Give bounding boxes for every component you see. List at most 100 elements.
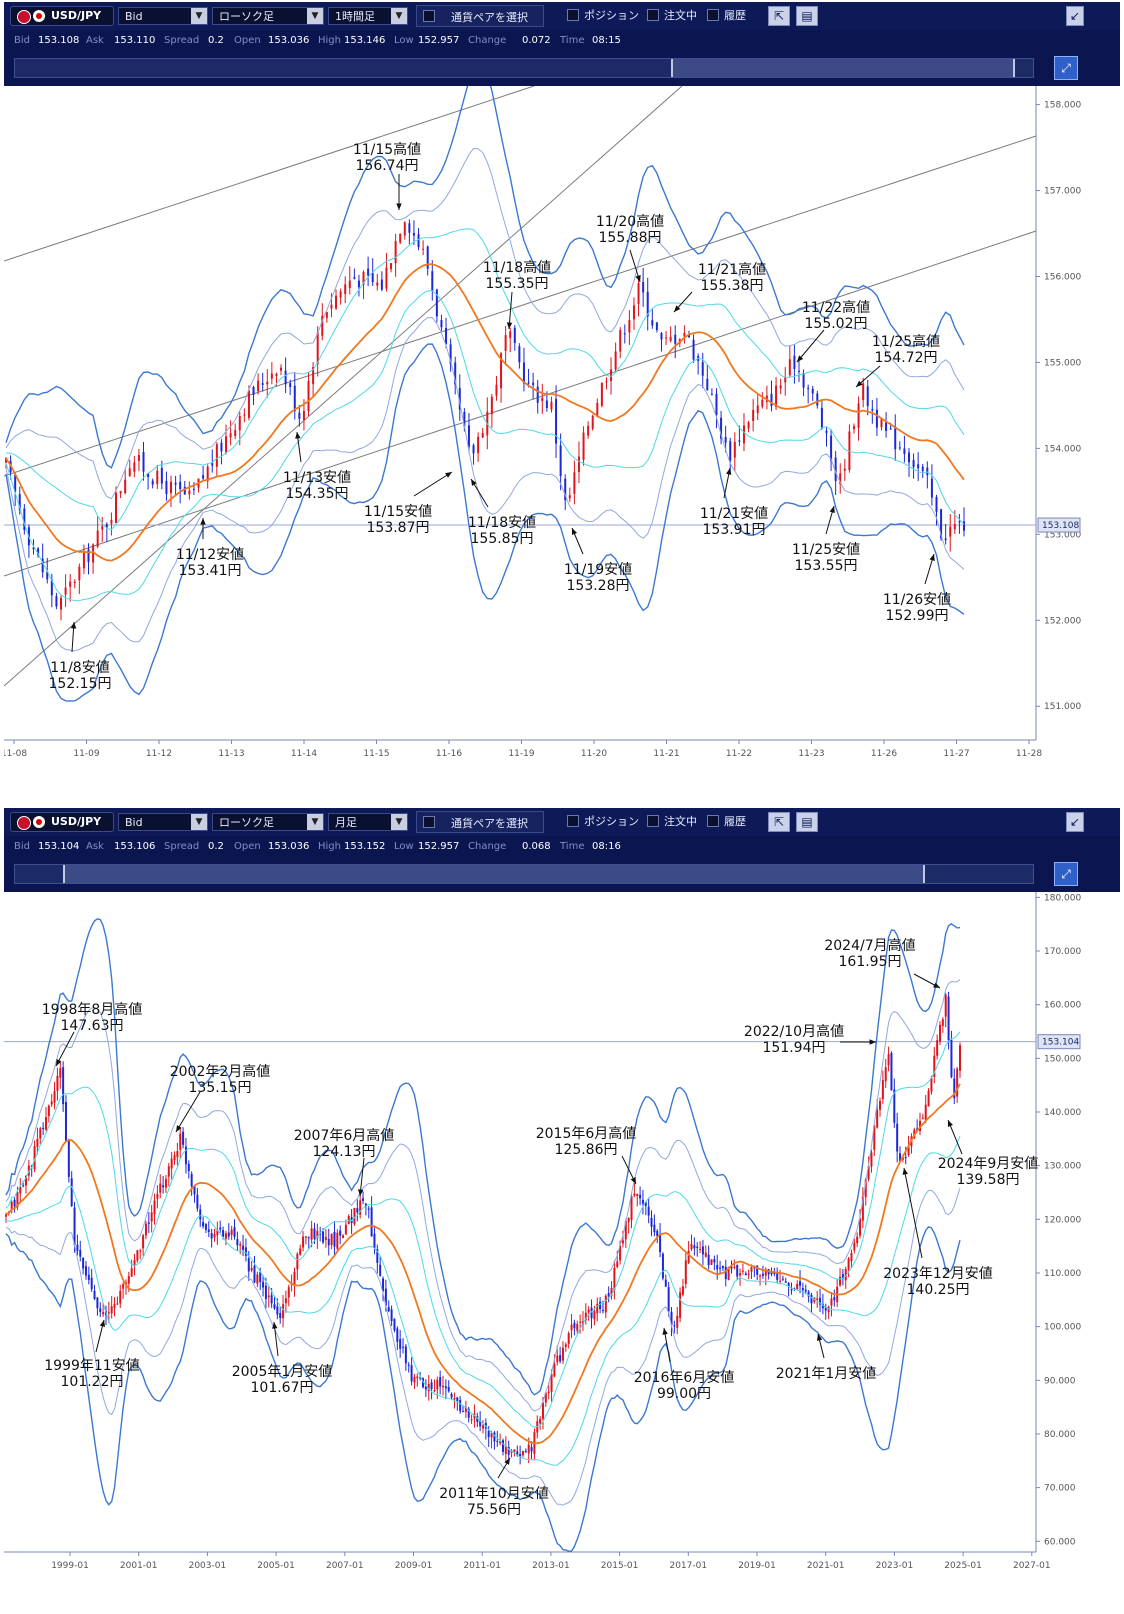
candle-body xyxy=(192,488,195,490)
annotation-arrowhead xyxy=(504,1458,510,1465)
detach-arrow-icon[interactable]: ↙ xyxy=(1066,6,1084,26)
candle-body xyxy=(710,393,713,395)
spread-value: 0.2 xyxy=(208,35,224,46)
candle-body xyxy=(110,519,113,524)
expand-icon[interactable]: ⤢ xyxy=(1054,862,1078,886)
candle-body xyxy=(93,1290,96,1299)
annotation-value: 139.58円 xyxy=(957,1172,1020,1188)
candle-body xyxy=(170,481,173,494)
candle-body xyxy=(880,419,883,428)
candle-body xyxy=(430,1382,433,1389)
annotation-value: 155.88円 xyxy=(599,230,662,246)
candle-body xyxy=(476,1416,479,1423)
candle-body xyxy=(628,320,631,333)
timeframe-select[interactable]: 1時間足 ▼ xyxy=(328,7,408,25)
price-type-select[interactable]: Bid ▼ xyxy=(118,813,208,831)
annotation-arrowhead xyxy=(933,982,940,988)
order-checkbox[interactable] xyxy=(647,815,659,827)
candle-body xyxy=(601,1309,604,1311)
candle-body xyxy=(55,596,58,607)
navigator-window-handle[interactable] xyxy=(671,59,1015,77)
candle-body xyxy=(370,1207,373,1237)
chevron-down-icon: ▼ xyxy=(307,814,323,830)
candle-body xyxy=(519,1453,522,1457)
candle-body xyxy=(454,362,457,385)
history-checkbox[interactable] xyxy=(707,9,719,21)
candle-body xyxy=(567,1333,570,1344)
chart-type-select[interactable]: ローソク足 ▼ xyxy=(212,7,324,25)
pair-select-button[interactable]: 通貨ペアを選択 xyxy=(416,811,544,833)
window-layout-icon[interactable]: ▤ xyxy=(796,6,818,26)
candle-body xyxy=(110,1306,113,1314)
candle-body xyxy=(490,396,493,415)
pair-select-button[interactable]: 通貨ペアを選択 xyxy=(416,5,544,27)
chart-type-select[interactable]: ローソク足 ▼ xyxy=(212,813,324,831)
candle-body xyxy=(779,385,782,389)
drawing-tool-icon[interactable]: ⇱ xyxy=(768,6,790,26)
order-checkbox[interactable] xyxy=(647,9,659,21)
position-checkbox[interactable] xyxy=(567,9,579,21)
candle-body xyxy=(379,1264,382,1276)
candle-body xyxy=(719,1267,722,1269)
candle-body xyxy=(724,437,727,443)
candle-body xyxy=(187,1163,190,1172)
trend-line xyxy=(4,230,1037,577)
annotation-value: 75.56円 xyxy=(467,1502,521,1518)
candle-body xyxy=(830,435,833,461)
band-upper-2sigma xyxy=(5,979,961,1412)
candle-body xyxy=(713,1259,716,1263)
candle-body xyxy=(576,1324,579,1331)
candle-body xyxy=(813,1298,816,1302)
candle-body xyxy=(738,440,741,442)
window-layout-icon[interactable]: ▤ xyxy=(796,812,818,832)
annotation-value: 155.38円 xyxy=(701,278,764,294)
pair-selector[interactable]: USD/JPY xyxy=(10,812,114,832)
candle-body xyxy=(293,385,296,412)
candle-body xyxy=(385,267,388,289)
candle-body xyxy=(243,414,246,416)
drawing-tool-icon[interactable]: ⇱ xyxy=(768,812,790,832)
candle-body xyxy=(76,1244,79,1251)
navigator-scrollbar[interactable] xyxy=(14,864,1034,884)
history-checkbox[interactable] xyxy=(707,815,719,827)
candle-body xyxy=(444,1386,447,1389)
current-price-label: 153.108 xyxy=(1042,521,1079,531)
pair-select-checkbox[interactable] xyxy=(423,10,435,22)
candle-body xyxy=(344,284,347,294)
candle-body xyxy=(419,1377,422,1379)
navigator-window-handle[interactable] xyxy=(63,865,925,883)
y-tick-label: 151.000 xyxy=(1044,702,1081,712)
price-type-select[interactable]: Bid ▼ xyxy=(118,7,208,25)
open-label: Open xyxy=(234,35,261,46)
position-checkbox[interactable] xyxy=(567,815,579,827)
detach-arrow-icon[interactable]: ↙ xyxy=(1066,812,1084,832)
timeframe-select[interactable]: 月足 ▼ xyxy=(328,813,408,831)
pair-selector[interactable]: USD/JPY xyxy=(10,6,114,26)
annotation-arrowhead xyxy=(726,468,732,475)
change-value: 0.068 xyxy=(522,841,551,852)
x-tick-label: 2001-01 xyxy=(120,1561,158,1571)
candle-body xyxy=(393,1318,396,1331)
candle-body xyxy=(495,384,498,396)
open-value: 153.036 xyxy=(268,35,310,46)
annotation-label: 11/25安値 xyxy=(792,542,860,558)
candle-body xyxy=(665,337,668,339)
candle-body xyxy=(64,587,67,595)
candle-body xyxy=(788,359,791,376)
candle-body xyxy=(264,1285,267,1300)
pair-select-checkbox[interactable] xyxy=(423,816,435,828)
moving-average-line xyxy=(5,263,965,562)
candle-body xyxy=(624,1221,627,1240)
candle-body xyxy=(56,1075,59,1091)
candle-body xyxy=(527,382,530,384)
candle-body xyxy=(16,1192,19,1208)
candle-body xyxy=(852,426,855,430)
expand-icon[interactable]: ⤢ xyxy=(1054,56,1078,80)
chevron-down-icon: ▼ xyxy=(191,8,207,24)
candle-body xyxy=(408,223,411,233)
candle-body xyxy=(573,1322,576,1329)
annotation-label: 2024年9月安値 xyxy=(938,1156,1039,1172)
candle-body xyxy=(184,1146,187,1165)
navigator-scrollbar[interactable] xyxy=(14,58,1034,78)
candle-body xyxy=(859,1218,862,1236)
